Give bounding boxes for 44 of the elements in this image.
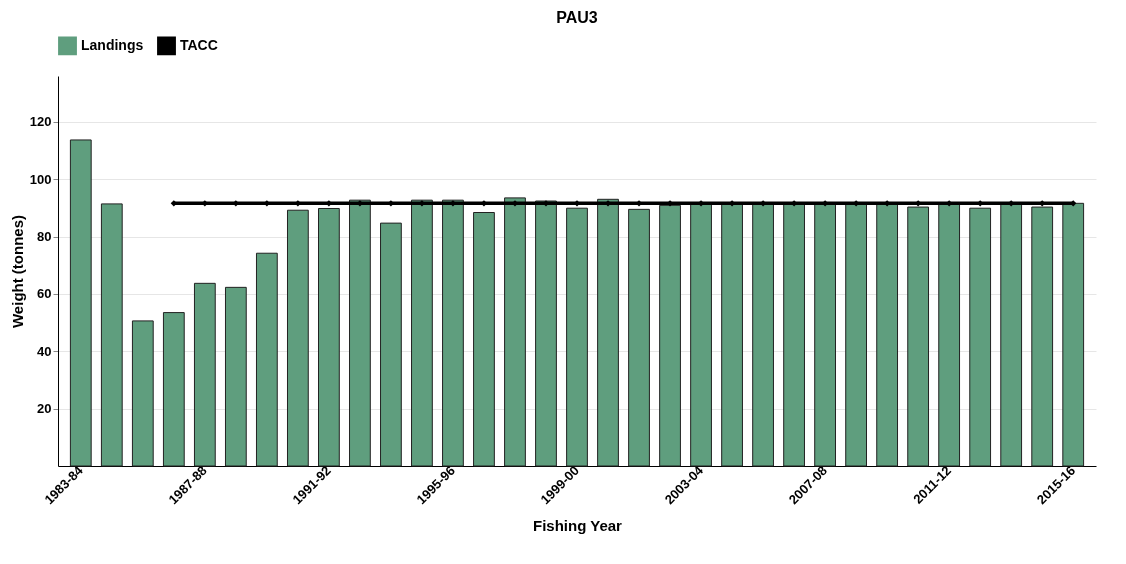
bar [845, 202, 867, 467]
bar [1000, 203, 1023, 467]
bar [752, 202, 774, 467]
bar [100, 203, 123, 467]
bar [411, 199, 433, 467]
y-tick-label: 100 [29, 171, 52, 187]
bar [783, 202, 805, 467]
bar [349, 199, 371, 467]
bar [628, 208, 650, 467]
bar [659, 204, 681, 467]
bar [131, 320, 154, 467]
bar [1062, 202, 1085, 467]
bar [969, 207, 992, 467]
y-tick-label: 40 [37, 343, 52, 359]
bar [255, 252, 278, 467]
bar [597, 198, 619, 467]
chart-title: PAU3 [556, 9, 598, 26]
bar [162, 312, 185, 467]
bar [473, 212, 495, 467]
bar [442, 199, 464, 467]
bar [287, 209, 309, 467]
bar [814, 202, 836, 467]
bar [380, 222, 402, 467]
legend-label: TACC [180, 36, 218, 53]
bar [535, 200, 557, 467]
y-tick-label: 20 [37, 401, 52, 417]
y-tick-label: 60 [37, 286, 52, 302]
bar [876, 202, 899, 467]
bar [193, 282, 216, 467]
bar [690, 202, 712, 467]
bar [504, 197, 526, 467]
legend-label: Landings [81, 36, 144, 53]
x-axis-title: Fishing Year [533, 517, 623, 535]
bar [69, 139, 92, 467]
y-tick-label: 120 [29, 114, 52, 130]
bar [318, 207, 340, 467]
bar [938, 203, 961, 467]
y-axis-title: Weight (tonnes) [8, 214, 26, 329]
y-tick-label: 80 [37, 229, 52, 245]
bar [1031, 206, 1054, 467]
bar [721, 202, 743, 467]
bar [566, 207, 588, 467]
bar [224, 286, 247, 467]
bar [907, 206, 930, 467]
